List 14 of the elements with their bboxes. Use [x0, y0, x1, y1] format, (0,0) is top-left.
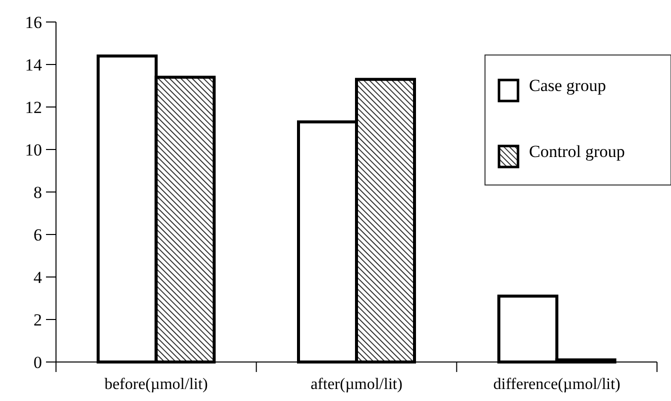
y-tick-label: 16 — [25, 12, 42, 32]
y-tick-label: 10 — [25, 140, 42, 160]
y-tick-label: 6 — [34, 225, 42, 244]
x-tick-label: difference(µmol/lit) — [493, 376, 620, 393]
x-tick-label: before(µmol/lit) — [104, 376, 208, 393]
y-tick-label: 8 — [34, 182, 42, 202]
y-tick-label: 4 — [34, 268, 42, 287]
legend-label: Control group — [529, 142, 625, 161]
y-tick-label: 12 — [25, 98, 42, 117]
y-tick-label: 2 — [34, 310, 42, 330]
x-tick-label: after(µmol/lit) — [310, 376, 402, 393]
legend-label: Case group — [529, 76, 606, 95]
y-tick-label: 0 — [34, 352, 42, 372]
y-tick-label: 14 — [25, 55, 42, 74]
